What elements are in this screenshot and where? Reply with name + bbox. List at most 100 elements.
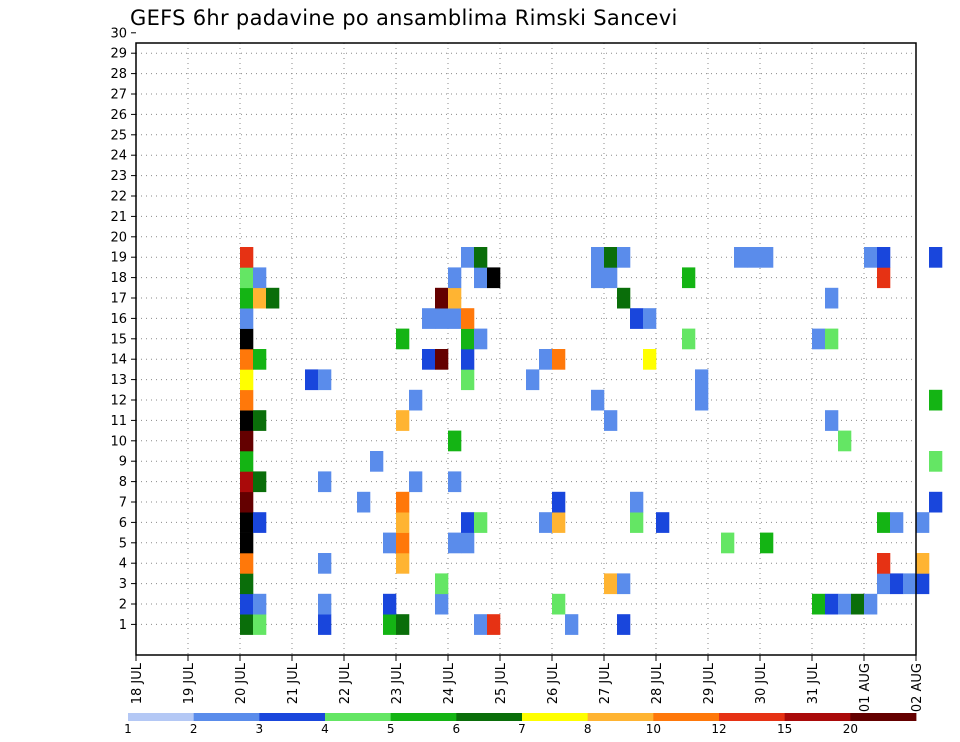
x-tick-label: 25 JUL (494, 662, 509, 704)
x-tick-label: 20 JUL (234, 662, 249, 704)
heatmap-cell (396, 512, 410, 533)
heatmap-cell (474, 512, 488, 533)
heatmap-cell (409, 471, 423, 493)
heatmap-cell (877, 573, 891, 595)
heatmap-cell (240, 491, 254, 513)
heatmap-cell (448, 532, 462, 554)
heatmap-cell (435, 349, 449, 370)
heatmap-cell (253, 267, 267, 289)
y-tick-label: 25 (110, 128, 127, 143)
heatmap-cell (461, 349, 475, 370)
y-tick-label: 24 (110, 149, 127, 164)
y-tick-label: 22 (110, 190, 127, 205)
heatmap-cell (448, 308, 462, 329)
y-tick-label: 14 (110, 353, 127, 368)
heatmap-cell (695, 369, 709, 391)
colorbar-swatch (259, 713, 326, 721)
heatmap-cell (396, 491, 410, 513)
y-tick-label: 17 (110, 292, 127, 307)
heatmap-cell (604, 247, 618, 268)
y-tick-label: 1 (119, 618, 127, 633)
y-tick-label: 16 (110, 312, 127, 327)
heatmap-cell (383, 614, 397, 635)
heatmap-cell (435, 287, 449, 309)
heatmap-cell (240, 369, 254, 391)
y-tick-label: 11 (110, 414, 127, 429)
heatmap-cell (240, 553, 254, 574)
colorbar-label: 8 (584, 722, 592, 736)
heatmap-cell (240, 328, 254, 350)
colorbar-swatch (653, 713, 720, 721)
heatmap-cell (461, 512, 475, 533)
x-tick-label: 31 JUL (806, 662, 821, 704)
y-tick-label: 18 (110, 271, 127, 286)
heatmap-cell (474, 614, 488, 635)
heatmap-cell (721, 532, 735, 554)
x-tick-label: 01 AUG (858, 663, 873, 712)
heatmap-cell (656, 512, 670, 533)
heatmap-cell (383, 593, 397, 615)
y-tick-label: 9 (119, 455, 127, 470)
y-tick-label: 29 (110, 47, 127, 62)
heatmap-cell (526, 369, 540, 391)
x-tick-label: 29 JUL (702, 662, 717, 704)
heatmap-cell (422, 349, 436, 370)
heatmap-cell (929, 247, 943, 268)
heatmap-cell (253, 287, 267, 309)
x-tick-label: 26 JUL (546, 662, 561, 704)
heatmap-cell (318, 593, 332, 615)
colorbar-label: 2 (190, 722, 198, 736)
heatmap-cell (357, 491, 371, 513)
heatmap-cell (240, 247, 254, 268)
heatmap-cell (422, 308, 436, 329)
heatmap-cell (604, 573, 618, 595)
heatmap-cell (539, 349, 553, 370)
y-tick-label: 19 (110, 251, 127, 266)
heatmap-cell (916, 573, 930, 595)
heatmap-cell (747, 247, 761, 268)
heatmap-cell (448, 287, 462, 309)
heatmap-cell (461, 308, 475, 329)
heatmap-cell (877, 247, 891, 268)
heatmap-cell (253, 349, 267, 370)
colorbar-label: 1 (124, 722, 132, 736)
heatmap-cell (617, 573, 631, 595)
colorbar-swatch (456, 713, 523, 721)
heatmap-cell (370, 451, 384, 472)
heatmap-cell (552, 349, 566, 370)
heatmap-cell (877, 267, 891, 289)
heatmap-cell (825, 410, 839, 431)
colorbar-label: 4 (321, 722, 329, 736)
heatmap-cell (383, 532, 397, 554)
heatmap-cell (916, 553, 930, 574)
colorbar-label: 15 (777, 722, 792, 736)
y-tick-label: 26 (110, 108, 127, 123)
heatmap-cell (448, 267, 462, 289)
heatmap-cell (682, 267, 696, 289)
y-tick-label: 2 (119, 598, 127, 613)
y-tick-label: 21 (110, 210, 127, 225)
heatmap-cell (318, 369, 332, 391)
heatmap-cell (435, 593, 449, 615)
x-tick-label: 02 AUG (910, 663, 925, 712)
colorbar-label: 7 (518, 722, 526, 736)
heatmap-cell (240, 349, 254, 370)
heatmap-cell (461, 369, 475, 391)
x-tick-label: 28 JUL (650, 662, 665, 704)
heatmap-cell (474, 267, 488, 289)
colorbar-label: 3 (256, 722, 264, 736)
heatmap-cell (240, 573, 254, 595)
heatmap-cell (630, 308, 644, 329)
heatmap-cell (240, 410, 254, 431)
heatmap-cell (435, 573, 449, 595)
heatmap-cell (734, 247, 748, 268)
heatmap-cell (487, 614, 501, 635)
y-tick-label: 28 (110, 67, 127, 82)
heatmap-cell (435, 308, 449, 329)
heatmap-cell (253, 471, 267, 493)
x-tick-label: 27 JUL (598, 662, 613, 704)
colorbar-swatch (193, 713, 260, 721)
y-tick-label: 30 (110, 26, 127, 41)
heatmap-cell (604, 267, 618, 289)
